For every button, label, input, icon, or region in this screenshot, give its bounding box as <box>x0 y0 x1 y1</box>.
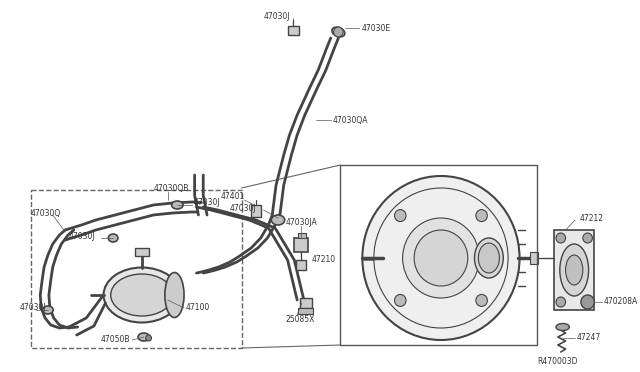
Ellipse shape <box>108 234 118 242</box>
Circle shape <box>394 294 406 307</box>
Text: 47030QA: 47030QA <box>333 115 368 125</box>
Bar <box>296 260 306 270</box>
Circle shape <box>583 297 593 307</box>
Text: 47030J: 47030J <box>230 203 257 212</box>
Ellipse shape <box>478 243 499 273</box>
Ellipse shape <box>111 274 173 316</box>
Bar <box>298 233 306 238</box>
Ellipse shape <box>165 273 184 317</box>
Text: 25085X: 25085X <box>285 315 315 324</box>
Ellipse shape <box>271 215 285 225</box>
Text: 47210: 47210 <box>312 256 335 264</box>
Ellipse shape <box>172 201 183 209</box>
Text: 47030E: 47030E <box>362 23 390 32</box>
Ellipse shape <box>43 306 53 314</box>
Bar <box>251 205 260 217</box>
Circle shape <box>414 230 468 286</box>
Ellipse shape <box>138 333 150 341</box>
Ellipse shape <box>560 244 589 296</box>
Text: 47030J: 47030J <box>194 198 220 206</box>
Text: 470208A: 470208A <box>604 298 638 307</box>
Bar <box>31 190 241 348</box>
Text: 47247: 47247 <box>577 334 602 343</box>
Text: 47030J: 47030J <box>19 304 46 312</box>
Circle shape <box>556 297 566 307</box>
Bar <box>530 252 538 264</box>
Bar <box>340 165 537 345</box>
Text: 47030J: 47030J <box>264 12 290 20</box>
Circle shape <box>333 27 343 37</box>
Bar <box>294 238 308 252</box>
Circle shape <box>146 335 152 341</box>
Text: 47030J: 47030J <box>69 231 95 241</box>
Circle shape <box>403 218 479 298</box>
Text: 47401: 47401 <box>220 192 244 201</box>
Text: 47212: 47212 <box>580 214 604 222</box>
Text: R470003D: R470003D <box>537 357 577 366</box>
Circle shape <box>583 233 593 243</box>
Bar <box>135 248 148 256</box>
Text: 47030Q: 47030Q <box>31 208 61 218</box>
Ellipse shape <box>566 255 583 285</box>
Ellipse shape <box>104 267 180 323</box>
Circle shape <box>556 233 566 243</box>
Ellipse shape <box>556 324 570 330</box>
Ellipse shape <box>474 238 503 278</box>
Bar <box>287 26 299 35</box>
Text: 47030JA: 47030JA <box>285 218 317 227</box>
Circle shape <box>581 295 595 309</box>
Bar <box>300 298 312 308</box>
Circle shape <box>362 176 520 340</box>
Text: 47050B: 47050B <box>100 336 130 344</box>
Circle shape <box>394 209 406 222</box>
Bar <box>554 230 595 310</box>
Ellipse shape <box>332 27 345 37</box>
Text: 47030QB: 47030QB <box>154 183 189 192</box>
Bar <box>298 308 314 314</box>
Text: 47100: 47100 <box>186 304 210 312</box>
Circle shape <box>476 209 488 222</box>
Circle shape <box>476 294 488 307</box>
